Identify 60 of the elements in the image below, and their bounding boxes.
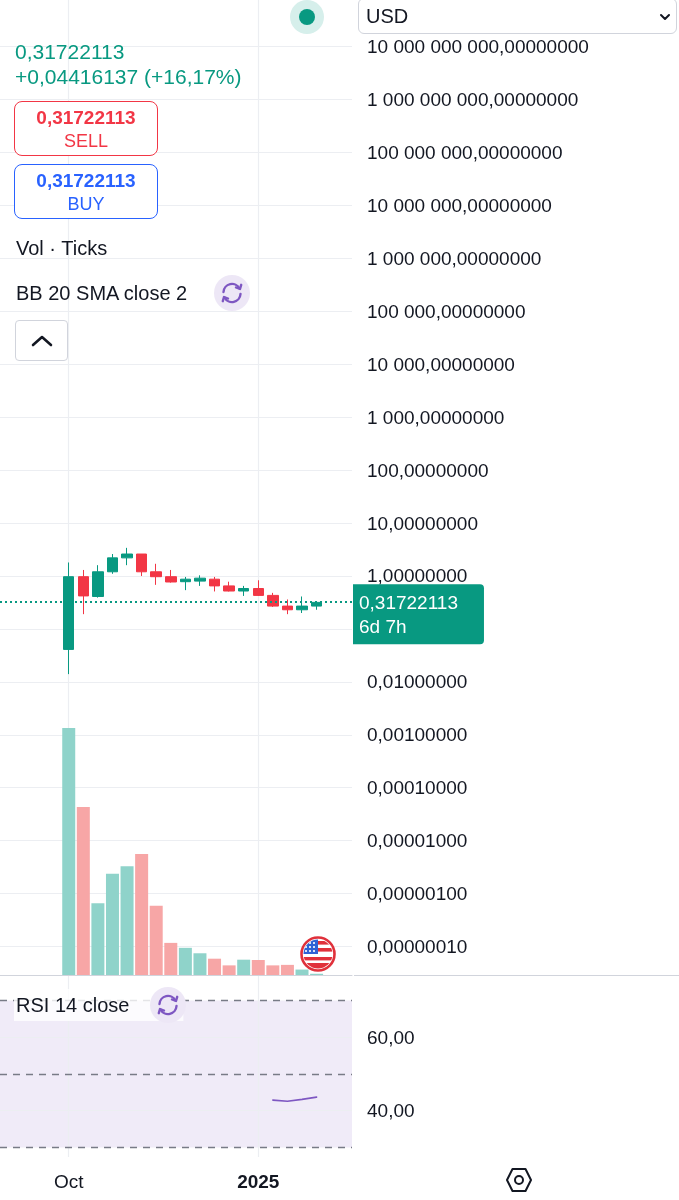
y-tick-label: 0,00001000 <box>367 830 468 852</box>
candlestick <box>92 564 104 599</box>
y-tick-label: 1 000,00000000 <box>367 406 505 428</box>
y-tick-label: 0,00000010 <box>367 936 468 958</box>
y-tick-label: 0,00100000 <box>367 724 468 746</box>
candlestick <box>282 598 293 615</box>
buy-button: 0,31722113 BUY <box>14 164 158 219</box>
annotation: 0,31722113 <box>35 107 137 129</box>
candlestick <box>194 574 206 587</box>
x-tick-label: Oct <box>53 1171 85 1192</box>
y-tick-label: 10 000 000,00000000 <box>367 194 552 216</box>
annotation: BB 20 SMA close 2 <box>16 281 188 305</box>
bar <box>222 965 236 975</box>
annotation: BUY <box>66 194 106 215</box>
y-tick-label: 1 000 000,00000000 <box>367 247 542 269</box>
y-tick-label: 0,00010000 <box>367 777 468 799</box>
bar <box>76 807 90 975</box>
y-tick-label: 0,01000000 <box>367 671 468 693</box>
candlestick <box>107 553 118 575</box>
text: RSI 14 close <box>16 994 130 1016</box>
bar <box>62 728 76 975</box>
candlestick <box>267 592 279 608</box>
candlestick <box>136 553 147 577</box>
candlestick <box>209 576 220 592</box>
annotation: SELL <box>62 131 109 152</box>
y-tick-label: 60,00 <box>367 1026 415 1048</box>
candlestick <box>238 585 249 597</box>
annotation: 0,31722113 <box>35 170 137 192</box>
x-tick-label: 2025 <box>237 1171 280 1192</box>
y-tick-label: 0,00000100 <box>367 883 468 905</box>
y-tick-label: 1 000 000 000,00000000 <box>367 89 579 111</box>
annotation: +0,04416137 (+16,17%) <box>15 65 242 89</box>
bar <box>237 959 251 975</box>
y-tick-label: 100 000,00000000 <box>367 300 526 322</box>
y-tick-label: 10 000,00000000 <box>367 353 515 375</box>
y-tick-label: 100,00000000 <box>367 459 489 481</box>
candlestick <box>180 576 191 591</box>
y-tick-label: 10 000 000 000,00000000 <box>367 36 589 58</box>
y-axis-title: USD <box>366 4 409 28</box>
candlestick <box>78 569 89 615</box>
bar <box>135 853 149 975</box>
bar <box>105 873 119 975</box>
ref-line-label: 0,31722113 6d 7h <box>359 591 458 637</box>
chart-title: Vol · Ticks <box>16 237 108 259</box>
y-tick-label: 100 000 000,00000000 <box>367 142 563 163</box>
candlestick <box>253 579 264 597</box>
bar <box>208 958 222 975</box>
candlestick <box>150 563 162 586</box>
candlestick <box>223 581 235 592</box>
candlestick <box>165 569 177 584</box>
y-tick-label: 1,00000000 <box>367 565 468 587</box>
bar <box>91 903 105 975</box>
y-tick-label: 40,00 <box>367 1100 415 1122</box>
bar <box>280 964 294 975</box>
annotation: 0,31722113 <box>15 40 125 64</box>
bar <box>120 866 134 975</box>
sell-button: 0,31722113 SELL <box>14 101 158 156</box>
dropdown: USD <box>358 0 677 34</box>
y-tick-label: 10,00000000 <box>367 512 478 534</box>
candlestick <box>121 547 133 566</box>
